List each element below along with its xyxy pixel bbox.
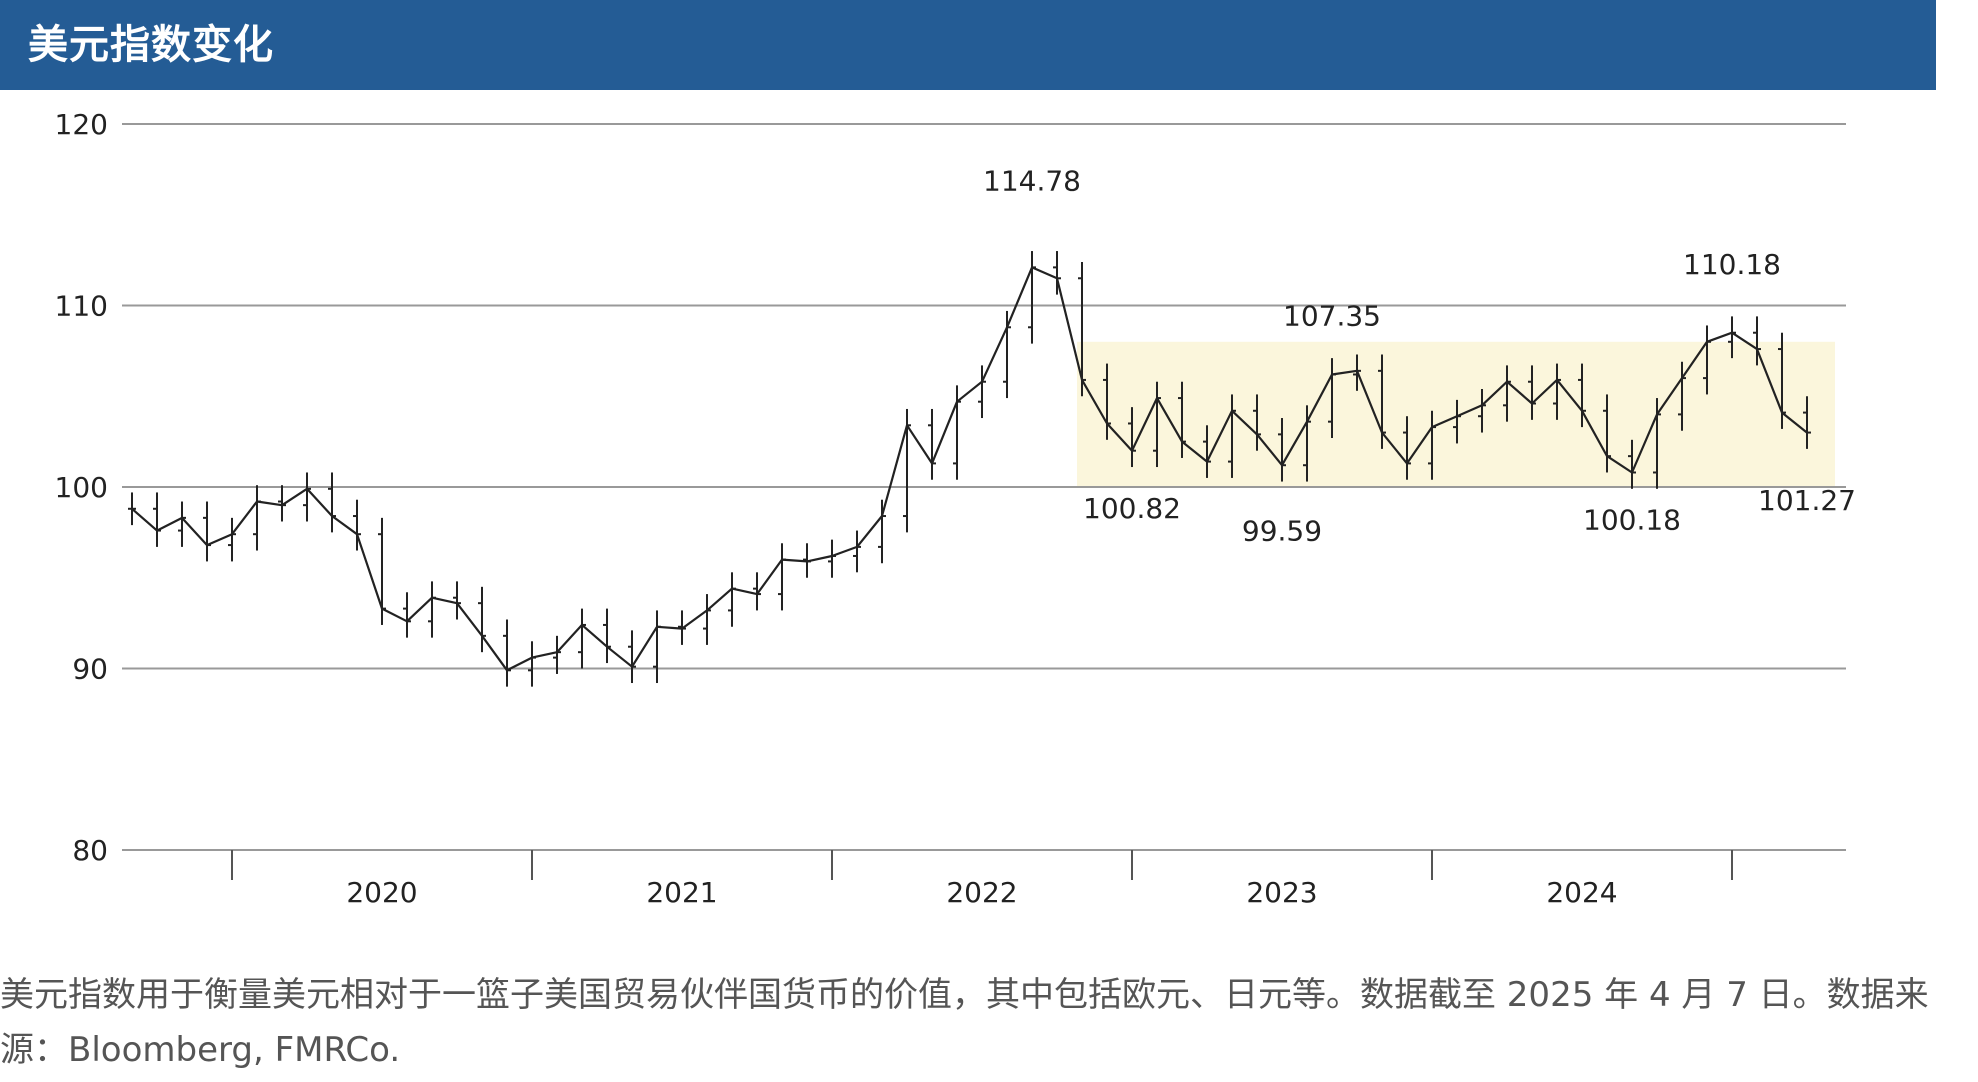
data-label: 99.59 xyxy=(1242,514,1322,547)
y-tick-label: 100 xyxy=(55,471,108,504)
chart-title: 美元指数变化 xyxy=(28,22,274,68)
y-tick-label: 90 xyxy=(72,653,108,686)
x-tick-label: 2022 xyxy=(946,876,1017,909)
y-tick-label: 120 xyxy=(55,108,108,141)
header-bar: 美元指数变化 xyxy=(0,0,1936,90)
y-tick-label: 80 xyxy=(72,834,108,867)
y-tick-label: 110 xyxy=(55,290,108,323)
x-tick-label: 2024 xyxy=(1546,876,1617,909)
data-label: 110.18 xyxy=(1683,248,1781,281)
chart-caption: 美元指数用于衡量美元相对于一篮子美国贸易伙伴国货币的价值，其中包括欧元、日元等。… xyxy=(0,975,1929,1070)
data-label: 114.78 xyxy=(983,165,1081,198)
data-label: 100.18 xyxy=(1583,504,1681,537)
data-label: 100.82 xyxy=(1083,492,1181,525)
x-tick-label: 2020 xyxy=(346,876,417,909)
x-tick-label: 2021 xyxy=(646,876,717,909)
data-label: 101.27 xyxy=(1758,484,1856,517)
dollar-index-line xyxy=(131,266,1808,672)
data-label: 107.35 xyxy=(1283,300,1381,333)
dollar-index-chart: 120 110 100 90 80 2020 2021 2022 2023 2024 114.7… xyxy=(55,108,1856,909)
x-tick-label: 2023 xyxy=(1246,876,1317,909)
